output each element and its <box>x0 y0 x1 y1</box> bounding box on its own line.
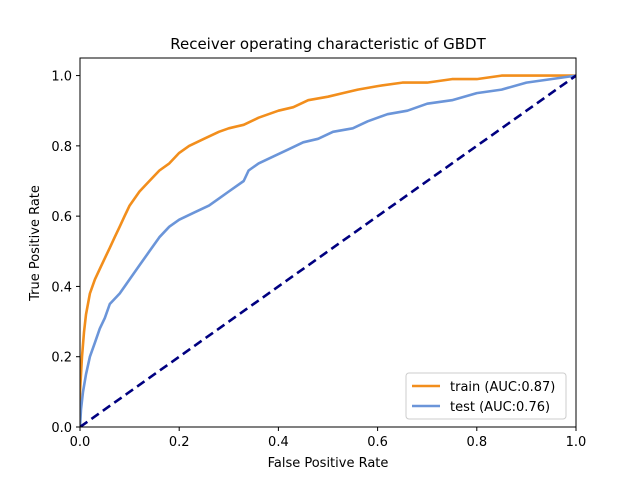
series-line-0 <box>80 74 576 427</box>
chart-title: Receiver operating characteristic of GBD… <box>170 35 486 53</box>
x-axis-label: False Positive Rate <box>268 456 389 471</box>
x-tick-label: 0.0 <box>70 435 91 450</box>
y-axis-label: True Positive Rate <box>28 185 43 302</box>
x-tick-label: 1.0 <box>566 435 587 450</box>
x-tick-label: 0.2 <box>169 435 190 450</box>
y-tick-label: 0.0 <box>51 421 72 436</box>
y-tick-label: 0.2 <box>51 351 72 366</box>
x-tick-label: 0.4 <box>268 435 289 450</box>
y-tick-label: 1.0 <box>51 70 72 85</box>
axes-frame <box>79 57 577 428</box>
series-group <box>80 74 576 427</box>
y-tick-label: 0.8 <box>51 140 72 155</box>
series-line-1 <box>80 74 576 427</box>
x-tick-label: 0.8 <box>466 435 487 450</box>
legend-label: train (AUC:0.87) <box>450 380 555 395</box>
legend-box <box>405 372 567 420</box>
legend-label: test (AUC:0.76) <box>450 400 550 415</box>
y-tick-label: 0.4 <box>51 280 72 295</box>
x-tick-label: 0.6 <box>367 435 388 450</box>
axes: 0.0 0.2 0.4 0.6 0.8 1.0 0.0 0.2 0.4 0.6 0.8 1.0 <box>51 57 587 450</box>
diagonal-reference-line <box>80 74 576 427</box>
plot-area <box>80 74 576 427</box>
legend: train (AUC:0.87) test (AUC:0.76) <box>405 372 567 420</box>
y-tick-label: 0.6 <box>51 210 72 225</box>
